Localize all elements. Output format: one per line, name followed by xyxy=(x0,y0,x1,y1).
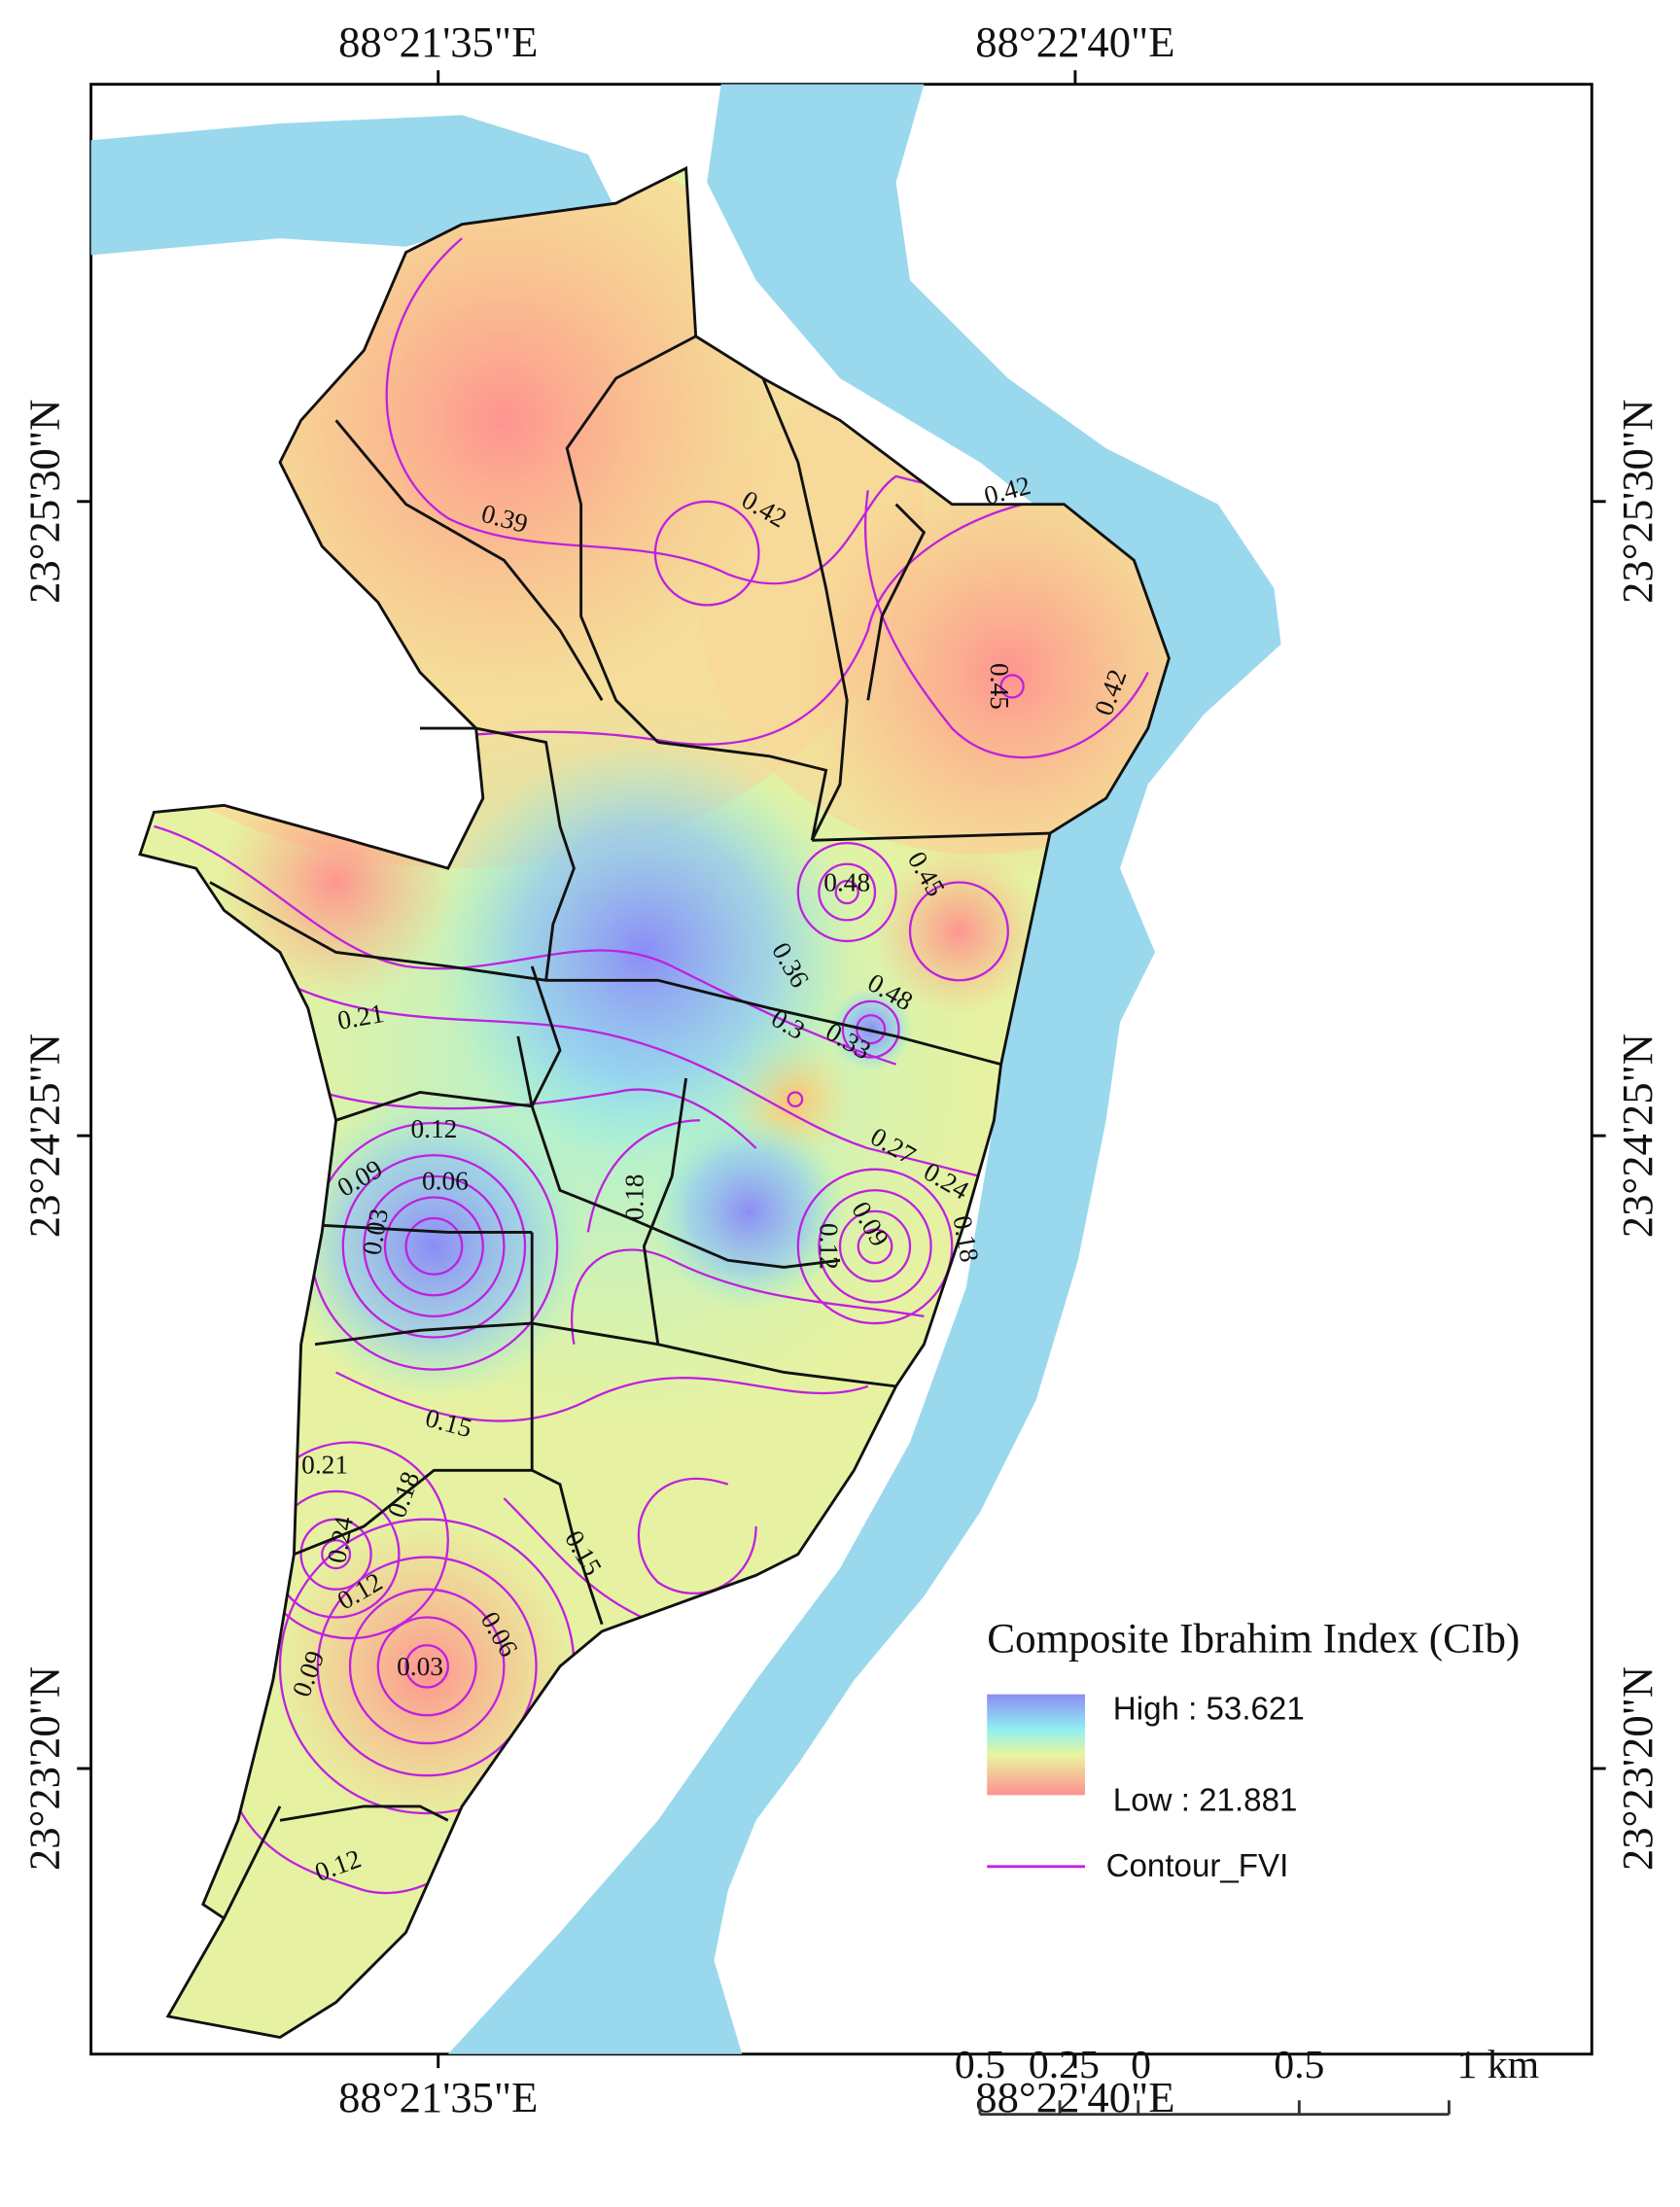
latitude-label: 23°24'25"N xyxy=(1613,1033,1662,1238)
graticule-ticks xyxy=(77,70,1606,2069)
contour-line xyxy=(999,674,1025,699)
legend-title: Composite Ibrahim Index (CIb) xyxy=(987,1616,1520,1662)
legend: Composite Ibrahim Index (CIb) High : 53.… xyxy=(987,1616,1520,1884)
contour-line xyxy=(637,1477,757,1594)
contour-line xyxy=(341,1154,527,1339)
contour-line xyxy=(834,879,859,905)
contour-label: 0.45 xyxy=(985,663,1014,710)
ward-line xyxy=(293,1468,533,1557)
ward-line xyxy=(565,334,697,744)
contour-line xyxy=(908,881,1009,982)
contour-label: 0.18 xyxy=(619,1174,648,1221)
contour-line xyxy=(404,1644,449,1689)
contour-line xyxy=(321,1539,352,1570)
longitude-label: 88°21'35"E xyxy=(338,2073,538,2121)
contour-line xyxy=(796,842,897,943)
ward-line xyxy=(279,1804,449,1822)
longitude-label: 88°21'35"E xyxy=(338,18,538,66)
contour-line xyxy=(653,500,760,607)
ward-line xyxy=(334,419,604,702)
ward-line xyxy=(866,503,927,701)
contour-line xyxy=(316,1556,538,1777)
contour-label: 0.03 xyxy=(397,1652,443,1681)
contour-line xyxy=(279,979,981,1177)
surface-blob xyxy=(875,847,1043,1016)
contour-line xyxy=(383,1196,484,1297)
contour-line xyxy=(363,1174,506,1318)
scale-label: 0.25 xyxy=(1029,2043,1100,2087)
contour-line xyxy=(818,1189,932,1304)
latitude-label: 23°24'25"N xyxy=(19,1033,68,1238)
contour-line xyxy=(404,1216,464,1276)
contour-line xyxy=(299,1518,372,1591)
latitude-label: 23°25'30"N xyxy=(1613,400,1662,604)
contour-line xyxy=(838,1209,912,1283)
contour-line xyxy=(503,1497,659,1626)
ward-line xyxy=(761,377,849,841)
ward-boundaries xyxy=(138,165,1171,2039)
contour-line xyxy=(796,1168,954,1325)
latitude-label: 23°23'20"N xyxy=(19,1666,68,1871)
ward-line xyxy=(314,1321,896,1388)
latitude-label: 23°25'30"N xyxy=(19,400,68,604)
contour-line xyxy=(335,1371,869,1422)
surface-blob xyxy=(434,742,855,1163)
scale-label: 1 km xyxy=(1456,2043,1539,2087)
contour-line xyxy=(154,824,896,1066)
ward-line xyxy=(223,1805,282,1919)
scale-label: 0.5 xyxy=(955,2043,1005,2087)
contour-line xyxy=(376,1616,477,1717)
contour-line xyxy=(856,1014,887,1045)
ward-line xyxy=(209,881,1001,1067)
contour-line xyxy=(571,1248,925,1345)
contour-label: 0.48 xyxy=(823,868,870,897)
contour-label: 0.06 xyxy=(422,1166,469,1195)
ward-line xyxy=(812,831,1051,842)
ward-line xyxy=(657,741,828,841)
ward-line xyxy=(530,1232,604,1626)
scale-bar: 0.5 0.25 0 0.5 1 km xyxy=(955,2043,1539,2117)
scale-label: 0 xyxy=(1131,2043,1151,2087)
river xyxy=(447,84,1281,2054)
ward-line xyxy=(516,1035,841,1269)
legend-high: High : 53.621 xyxy=(1113,1692,1305,1728)
contour-line xyxy=(787,1091,804,1108)
contour-line xyxy=(863,490,1149,759)
contour-line xyxy=(321,1088,757,1149)
legend-low: Low : 21.881 xyxy=(1113,1782,1298,1818)
latitude-label: 23°23'20"N xyxy=(1613,1666,1662,1871)
ward-line xyxy=(322,1223,533,1234)
contour-line xyxy=(857,1228,893,1265)
contour-label: 0.12 xyxy=(814,1223,843,1270)
surface-blob xyxy=(797,462,1170,883)
city-boundary xyxy=(138,165,1171,2039)
ward-line xyxy=(420,726,576,981)
contour-label: 0.12 xyxy=(410,1114,457,1143)
legend-ramp xyxy=(987,1694,1085,1796)
contour-label: 0.21 xyxy=(301,1451,348,1480)
contour-line xyxy=(841,999,900,1059)
surface-blob xyxy=(650,1113,848,1310)
scale-label: 0.5 xyxy=(1274,2043,1324,2087)
contour-line xyxy=(348,1588,506,1745)
ward-line xyxy=(642,1077,688,1345)
contour-line xyxy=(405,496,1065,746)
longitude-label: 88°22'40"E xyxy=(975,18,1174,66)
legend-contour: Contour_FVI xyxy=(1106,1848,1289,1884)
contour-line xyxy=(818,862,877,922)
